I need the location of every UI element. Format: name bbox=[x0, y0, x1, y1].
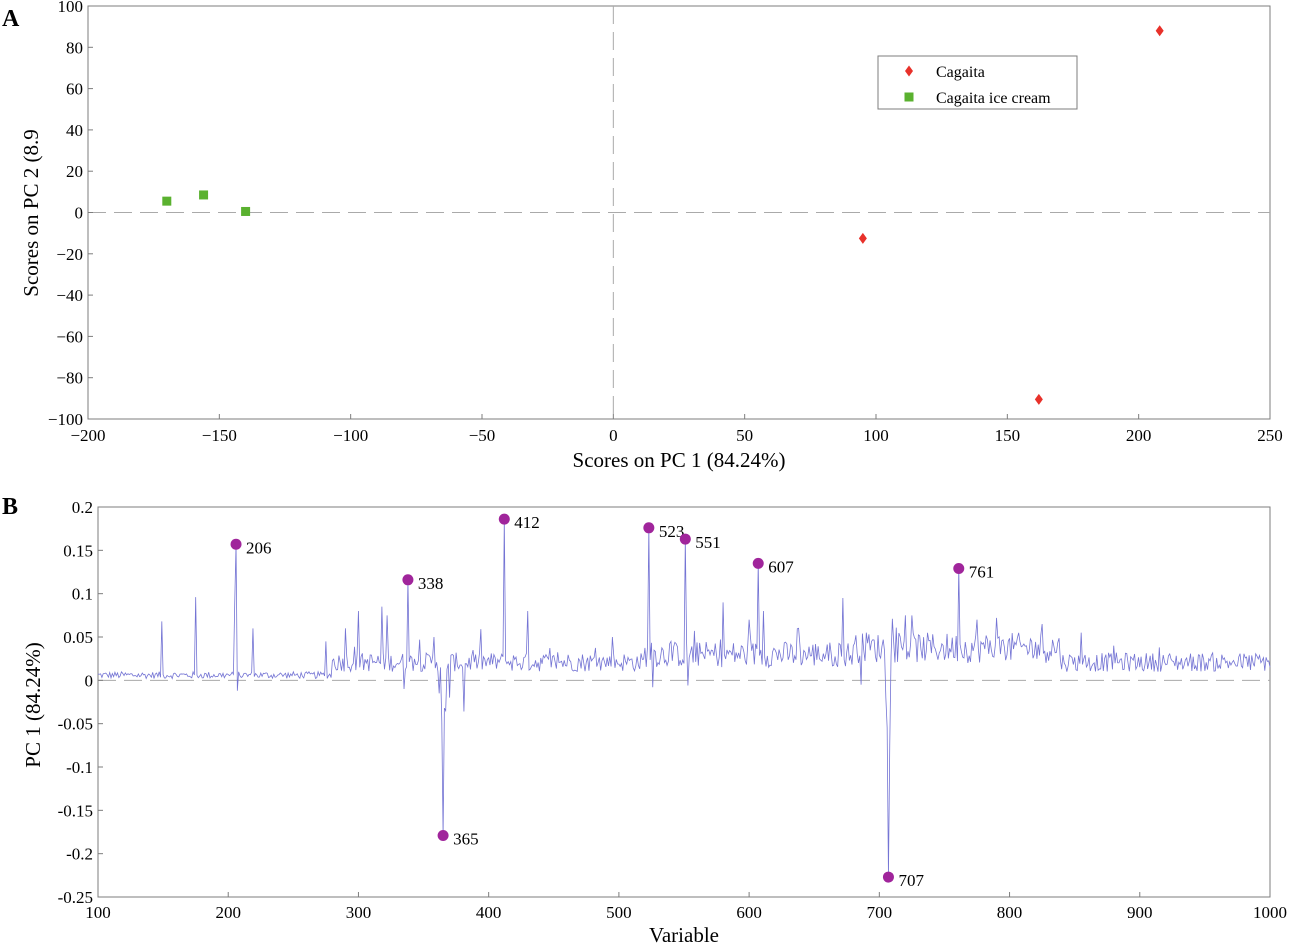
peak-marker bbox=[230, 538, 242, 550]
panel-b-peaks: 206 338 365 412 523 551 607 707 761 bbox=[230, 513, 995, 890]
panel-b-letter: B bbox=[2, 494, 18, 520]
scatter-point-cagaita bbox=[1155, 25, 1164, 37]
x-tick-label: 250 bbox=[1257, 426, 1283, 445]
panel-b: B 100 200 300 400 500 600 700 800 900 10000.20.15… bbox=[2, 494, 1287, 944]
peak-marker bbox=[752, 557, 764, 569]
x-tick-label: 300 bbox=[346, 903, 372, 922]
peak-marker bbox=[643, 522, 655, 534]
y-tick-label: −60 bbox=[56, 327, 83, 346]
peak-marker bbox=[437, 829, 449, 841]
y-tick-label: -0.25 bbox=[58, 888, 93, 907]
y-tick-label: −80 bbox=[56, 369, 83, 388]
x-tick-label: 0 bbox=[609, 426, 618, 445]
y-tick-label: 0.2 bbox=[72, 498, 93, 517]
x-tick-label: −100 bbox=[333, 426, 368, 445]
peak-label: 707 bbox=[898, 871, 924, 890]
x-tick-label: 1000 bbox=[1253, 903, 1287, 922]
y-tick-label: −20 bbox=[56, 245, 83, 264]
y-tick-label: 0.05 bbox=[63, 628, 93, 647]
y-tick-label: -0.2 bbox=[66, 845, 93, 864]
legend-label-cagaita-ice-cream: Cagaita ice cream bbox=[936, 90, 1051, 107]
peak-label: 206 bbox=[246, 538, 272, 557]
x-tick-label: −150 bbox=[202, 426, 237, 445]
peak-label: 551 bbox=[695, 533, 721, 552]
x-tick-label: 800 bbox=[997, 903, 1023, 922]
scatter-point-cagaita-ice-cream bbox=[241, 206, 251, 216]
y-tick-label: -0.15 bbox=[58, 801, 93, 820]
peak-label: 761 bbox=[969, 563, 995, 582]
y-tick-label: 0 bbox=[75, 204, 84, 223]
scatter-point-cagaita bbox=[1034, 393, 1043, 405]
y-tick-label: 60 bbox=[66, 80, 83, 99]
x-tick-label: −50 bbox=[469, 426, 496, 445]
panel-a-y-axis-title: Scores on PC 2 (8.9 bbox=[19, 129, 43, 296]
scatter-point-cagaita bbox=[858, 232, 867, 244]
peak-marker bbox=[679, 533, 691, 545]
panel-a: A −200 −150 −100 −50 0 50 100 150 200 25010080604… bbox=[2, 0, 1283, 472]
panel-b-loadings-line bbox=[97, 519, 1271, 878]
y-tick-label: −40 bbox=[56, 286, 83, 305]
peak-marker bbox=[953, 563, 965, 575]
scatter-point-cagaita-ice-cream bbox=[199, 190, 209, 200]
panel-a-ticks: −200 −150 −100 −50 0 50 100 150 200 2501008060402… bbox=[48, 0, 1283, 445]
panel-b-y-axis-title: PC 1 (84.24%) bbox=[21, 642, 45, 767]
x-tick-label: 900 bbox=[1127, 903, 1153, 922]
panel-b-plot-frame bbox=[97, 506, 1271, 898]
peak-label: 338 bbox=[418, 574, 444, 593]
panel-a-zero-lines bbox=[88, 6, 1270, 419]
y-tick-label: 20 bbox=[66, 162, 83, 181]
legend-marker-cagaita bbox=[905, 65, 913, 77]
y-tick-label: 40 bbox=[66, 121, 83, 140]
x-tick-label: 200 bbox=[1126, 426, 1152, 445]
y-tick-label: −100 bbox=[48, 410, 83, 429]
panel-a-letter: A bbox=[2, 6, 20, 32]
y-tick-label: 0.15 bbox=[63, 541, 93, 560]
peak-label: 523 bbox=[659, 522, 685, 541]
peak-marker bbox=[498, 513, 510, 525]
y-tick-label: 80 bbox=[66, 38, 83, 57]
panel-b-x-axis-title: Variable bbox=[649, 923, 719, 944]
x-tick-label: 100 bbox=[863, 426, 889, 445]
y-tick-label: 0.1 bbox=[72, 585, 93, 604]
x-tick-label: 700 bbox=[867, 903, 893, 922]
x-tick-label: 500 bbox=[606, 903, 632, 922]
peak-label: 412 bbox=[514, 513, 540, 532]
x-tick-label: 50 bbox=[736, 426, 753, 445]
peak-label: 365 bbox=[453, 829, 479, 848]
x-tick-label: 200 bbox=[215, 903, 241, 922]
y-tick-label: 0 bbox=[85, 671, 94, 690]
y-tick-label: -0.05 bbox=[58, 715, 93, 734]
x-tick-label: −200 bbox=[70, 426, 105, 445]
panel-a-x-axis-title: Scores on PC 1 (84.24%) bbox=[573, 448, 786, 472]
peak-label: 607 bbox=[768, 557, 794, 576]
y-tick-label: -0.1 bbox=[66, 758, 93, 777]
panel-a-points bbox=[162, 25, 1164, 405]
scatter-point-cagaita-ice-cream bbox=[162, 196, 172, 206]
legend-label-cagaita: Cagaita bbox=[936, 64, 985, 81]
peak-marker bbox=[882, 871, 894, 883]
x-tick-label: 100 bbox=[85, 903, 111, 922]
x-tick-label: 400 bbox=[476, 903, 502, 922]
x-tick-label: 150 bbox=[995, 426, 1021, 445]
y-tick-label: 100 bbox=[58, 0, 84, 16]
legend-marker-cagaita-ice-cream bbox=[904, 92, 914, 102]
panel-a-legend: Cagaita Cagaita ice cream bbox=[877, 55, 1078, 110]
panel-b-ticks: 100 200 300 400 500 600 700 800 900 1000 0.2 0.15 0.… bbox=[58, 498, 1287, 922]
x-tick-label: 600 bbox=[736, 903, 762, 922]
peak-marker bbox=[402, 574, 414, 586]
